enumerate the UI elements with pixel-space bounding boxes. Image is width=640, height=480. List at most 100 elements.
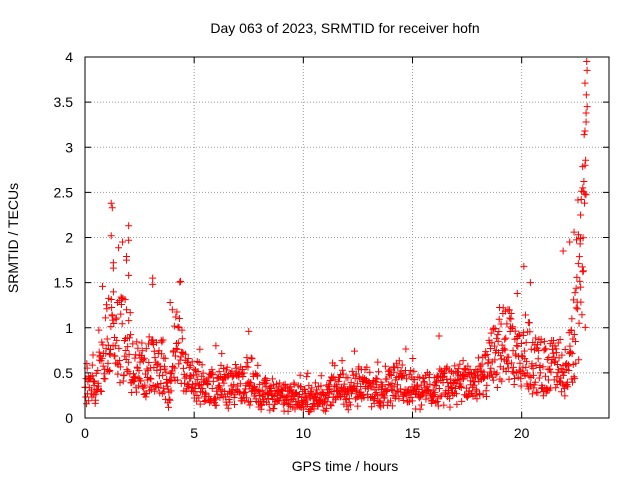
data-point-marker xyxy=(275,397,283,405)
data-point-marker xyxy=(470,381,478,389)
data-point-marker xyxy=(562,381,570,389)
data-point-marker xyxy=(399,372,407,380)
data-point-marker xyxy=(570,296,578,304)
data-point-marker xyxy=(407,394,415,402)
y-tick-label: 1.5 xyxy=(54,275,74,291)
data-point-marker xyxy=(345,395,353,403)
data-point-marker xyxy=(509,347,517,355)
data-point-marker xyxy=(520,262,528,270)
data-point-marker xyxy=(223,363,231,371)
data-point-marker xyxy=(131,373,139,381)
data-point-marker xyxy=(552,349,560,357)
data-point-marker xyxy=(478,360,486,368)
data-point-marker xyxy=(575,356,583,364)
data-point-marker xyxy=(247,354,255,362)
data-point-marker xyxy=(381,392,389,400)
data-point-marker xyxy=(97,388,105,396)
data-point-marker xyxy=(575,253,583,261)
data-point-marker xyxy=(161,354,169,362)
data-point-marker xyxy=(568,315,576,323)
data-point-marker xyxy=(451,362,459,370)
y-tick-label: 3 xyxy=(65,139,73,155)
data-point-marker xyxy=(270,405,278,413)
data-point-marker xyxy=(581,79,589,87)
data-point-marker xyxy=(550,353,558,361)
data-point-marker xyxy=(270,381,278,389)
data-point-marker xyxy=(532,334,540,342)
data-point-marker xyxy=(205,392,213,400)
data-point-marker xyxy=(495,328,503,336)
data-point-marker xyxy=(539,363,547,371)
data-point-marker xyxy=(565,366,573,374)
data-point-marker xyxy=(108,204,116,212)
data-point-marker xyxy=(510,381,518,389)
data-point-marker xyxy=(101,375,109,383)
data-point-marker xyxy=(580,131,588,139)
data-point-marker xyxy=(449,391,457,399)
data-point-marker xyxy=(506,314,514,322)
data-point-marker xyxy=(570,228,578,236)
data-point-marker xyxy=(174,376,182,384)
data-point-marker xyxy=(426,370,434,378)
data-points xyxy=(81,57,591,416)
data-point-marker xyxy=(279,393,287,401)
data-point-marker xyxy=(526,279,534,287)
data-point-marker xyxy=(129,340,137,348)
data-point-marker xyxy=(558,388,566,396)
data-point-marker xyxy=(402,345,410,353)
data-point-marker xyxy=(167,387,175,395)
data-point-marker xyxy=(505,353,513,361)
data-point-marker xyxy=(393,381,401,389)
data-point-marker xyxy=(125,317,133,325)
data-point-marker xyxy=(151,387,159,395)
data-point-marker xyxy=(385,381,393,389)
data-point-marker xyxy=(574,305,582,313)
y-axis-label: SRMTID / TECUs xyxy=(5,183,21,293)
data-point-marker xyxy=(365,378,373,386)
data-point-marker xyxy=(526,328,534,336)
data-point-marker xyxy=(536,362,544,370)
data-point-marker xyxy=(156,366,164,374)
data-point-marker xyxy=(122,256,130,264)
data-point-marker xyxy=(523,369,531,377)
data-point-marker xyxy=(177,353,185,361)
data-point-marker xyxy=(556,335,564,343)
data-point-marker xyxy=(171,352,179,360)
data-point-marker xyxy=(509,323,517,331)
data-point-marker xyxy=(240,369,248,377)
data-point-marker xyxy=(490,342,498,350)
data-point-marker xyxy=(520,370,528,378)
x-axis-label: GPS time / hours xyxy=(292,458,399,474)
data-point-marker xyxy=(131,354,139,362)
data-point-marker xyxy=(93,386,101,394)
data-point-marker xyxy=(582,191,590,199)
data-point-marker xyxy=(215,368,223,376)
data-point-marker xyxy=(497,355,505,363)
data-point-marker xyxy=(473,395,481,403)
data-point-marker xyxy=(373,392,381,400)
data-point-marker xyxy=(438,392,446,400)
data-point-marker xyxy=(372,388,380,396)
data-point-marker xyxy=(577,283,585,291)
data-point-marker xyxy=(182,350,190,358)
data-point-marker xyxy=(572,284,580,292)
data-point-marker xyxy=(581,323,589,331)
data-point-marker xyxy=(90,378,98,386)
data-point-marker xyxy=(435,332,443,340)
data-point-marker xyxy=(582,118,590,126)
data-point-marker xyxy=(95,348,103,356)
data-point-marker xyxy=(133,338,141,346)
data-point-marker xyxy=(114,370,122,378)
data-point-marker xyxy=(344,406,352,414)
data-point-marker xyxy=(451,385,459,393)
data-point-marker xyxy=(574,260,582,268)
data-point-marker xyxy=(129,378,137,386)
data-point-marker xyxy=(232,364,240,372)
data-point-marker xyxy=(483,381,491,389)
data-point-marker xyxy=(134,344,142,352)
data-point-marker xyxy=(125,236,133,244)
data-point-marker xyxy=(107,346,115,354)
data-point-marker xyxy=(248,355,256,363)
data-point-marker xyxy=(536,369,544,377)
data-point-marker xyxy=(317,372,325,380)
